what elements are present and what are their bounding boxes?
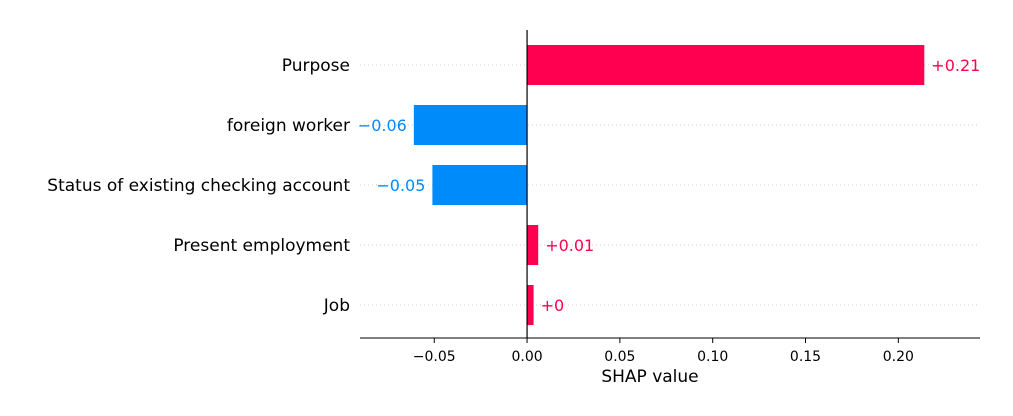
value-label: +0.21 (931, 56, 980, 75)
bar (527, 285, 534, 325)
feature-label: Job (323, 296, 350, 316)
x-tick-label: 0.00 (511, 349, 542, 365)
x-tick-label: 0.10 (697, 349, 728, 365)
value-label: −0.06 (358, 116, 407, 135)
bar (527, 45, 925, 85)
x-tick-label: 0.05 (604, 349, 635, 365)
feature-label: foreign worker (227, 116, 350, 136)
value-label: +0 (541, 296, 565, 315)
value-label: −0.05 (376, 176, 425, 195)
x-axis-title: SHAP value (601, 367, 698, 387)
feature-label: Purpose (282, 56, 350, 76)
bar (413, 105, 528, 145)
bar (432, 165, 528, 205)
bar (527, 225, 539, 265)
x-tick-label: −0.05 (413, 349, 456, 365)
x-tick-label: 0.15 (790, 349, 821, 365)
value-label: +0.01 (545, 236, 594, 255)
bars (413, 45, 925, 325)
feature-label: Present employment (173, 236, 350, 256)
feature-labels: Purpose foreign worker Status of existing … (47, 56, 350, 316)
x-axis: −0.05 0.00 0.05 0.10 0.15 0.20 (360, 337, 980, 365)
feature-label: Status of existing checking account (47, 176, 350, 196)
x-tick-label: 0.20 (883, 349, 914, 365)
value-labels: +0.21 −0.06 −0.05 +0.01 +0 (358, 56, 981, 315)
